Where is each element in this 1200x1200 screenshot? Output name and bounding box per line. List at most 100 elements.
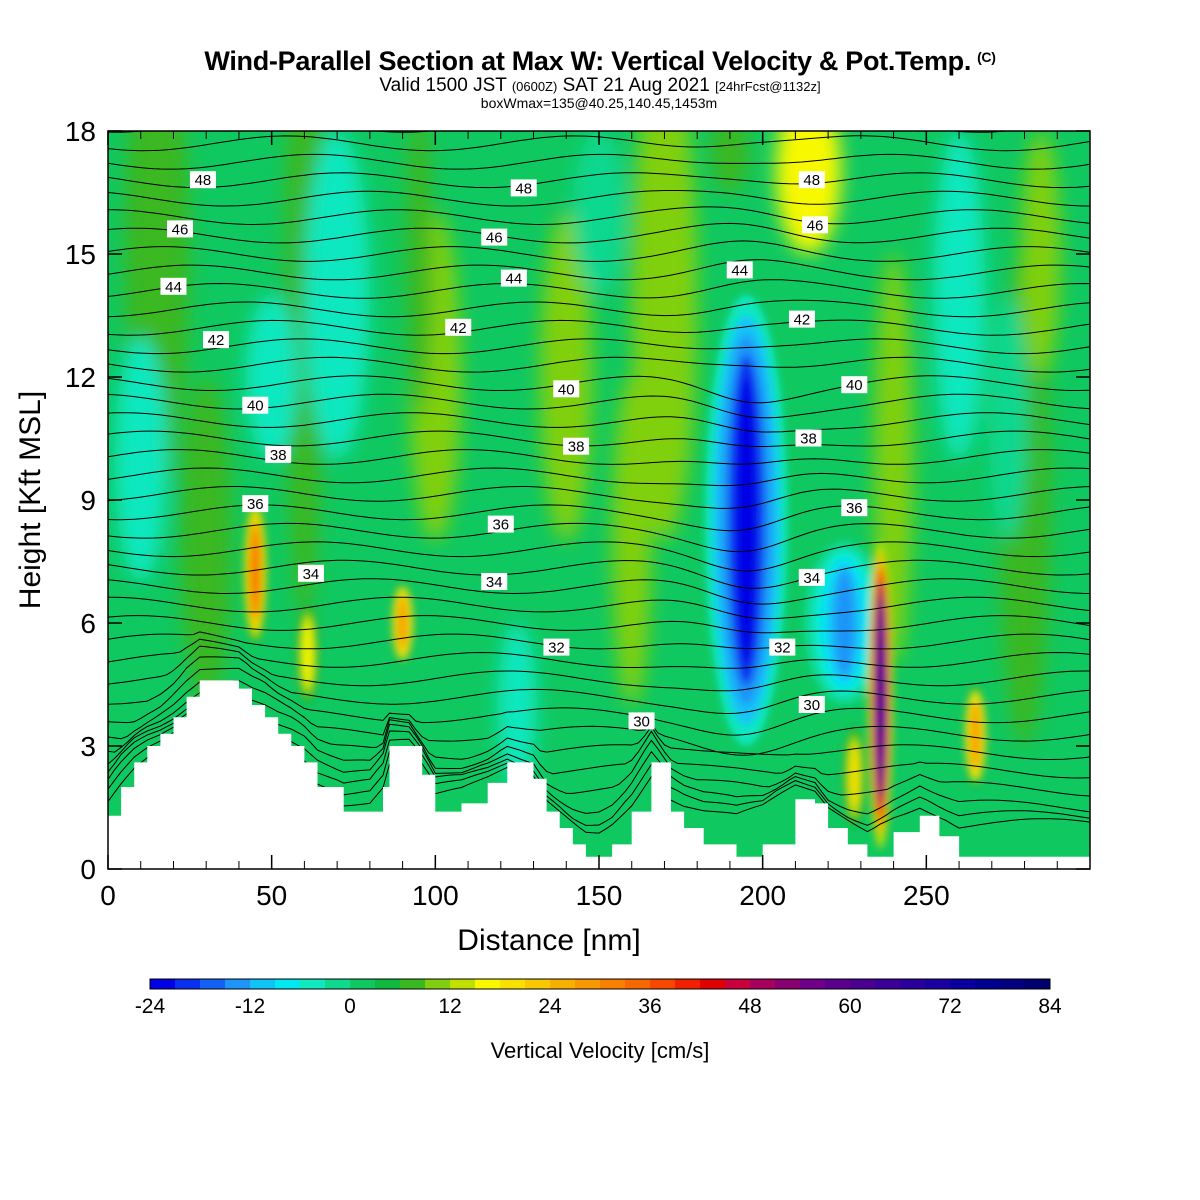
contour-label-text: 34	[803, 570, 820, 587]
y-tick-label: 15	[65, 239, 96, 270]
theta-contour-label: 44	[500, 269, 527, 288]
contour-label-bg	[798, 171, 825, 189]
field-cores	[242, 295, 988, 849]
downdraft-core	[834, 570, 855, 676]
contour-label-text: 44	[165, 279, 182, 296]
subtitle-valid-time: Valid 1500 JST	[379, 75, 507, 96]
x-tick-label: 0	[100, 880, 116, 911]
colorbar-swatch	[575, 979, 601, 989]
contour-label-text: 48	[515, 180, 532, 197]
updraft-core	[398, 596, 407, 650]
theta-contour-line	[108, 153, 1090, 170]
contour-label-bg	[189, 171, 216, 189]
theta-contour-line	[108, 240, 1090, 262]
colorbar-swatch	[250, 979, 276, 989]
colorbar-swatch	[700, 979, 726, 989]
x-tick-label: 50	[256, 880, 287, 911]
field-blob	[405, 131, 433, 418]
contour-label-text: 38	[568, 439, 585, 456]
field-blob	[180, 377, 233, 705]
chart-title-block: Wind-Parallel Section at Max W: Vertical…	[0, 42, 1200, 111]
contour-label-text: 30	[633, 713, 650, 730]
colorbar-tick-label: 12	[438, 995, 461, 1018]
contour-labels: 48 48 48 46 46 46 44 44 44 42 42 42 40 40 40 38 38 38 36 36…	[160, 171, 868, 730]
theta-contour-line	[108, 680, 1090, 756]
contour-label-text: 36	[247, 496, 264, 513]
y-tick-label: 18	[65, 116, 96, 147]
theta-contour-label: 36	[242, 495, 269, 513]
theta-contour-line	[108, 96, 1090, 114]
contour-label-bg	[242, 495, 269, 513]
chart-title: Wind-Parallel Section at Max W: Vertical…	[0, 42, 1200, 76]
downdraft-core	[736, 376, 757, 665]
colorbar-swatch	[825, 979, 851, 989]
colorbar-swatch	[375, 979, 401, 989]
theta-contour-line	[108, 638, 1090, 669]
theta-contour-label: 42	[788, 310, 815, 329]
colorbar-tick-label: 84	[1038, 995, 1062, 1018]
subtitle-date: SAT 21 Aug 2021	[562, 75, 710, 96]
theta-contour-line	[108, 131, 1012, 133]
theta-contour-line	[108, 504, 1090, 532]
colorbar-swatch	[200, 979, 226, 989]
colorbar-swatch	[925, 979, 951, 989]
contour-label-bg	[297, 564, 324, 582]
contour-label-text: 38	[800, 431, 817, 448]
field-blob	[114, 336, 167, 582]
updraft-core	[303, 620, 312, 687]
x-tick-label: 100	[412, 880, 459, 911]
theta-contour-line	[108, 279, 1090, 299]
x-tick-label: 200	[739, 880, 786, 911]
theta-contour-label: 46	[167, 220, 194, 238]
theta-contour-line	[108, 190, 1090, 207]
colorbar-tick-label: 36	[638, 995, 661, 1018]
theta-contour-label: 48	[189, 171, 216, 189]
theta-contour-label: 44	[160, 277, 187, 296]
theta-contour-line	[108, 338, 1090, 355]
theta-contour-label: 38	[265, 445, 292, 464]
theta-contour-line	[108, 172, 1090, 189]
theta-contour-line	[108, 375, 1090, 404]
contour-label-text: 30	[803, 697, 820, 714]
contour-label-bg	[628, 712, 655, 730]
theta-contour-label: 30	[628, 712, 655, 730]
contour-label-text: 40	[846, 377, 863, 394]
colorbar-swatch	[175, 979, 201, 989]
contour-label-text: 44	[506, 271, 523, 288]
contour-label-bg	[802, 216, 829, 234]
contour-label-bg	[798, 696, 825, 713]
colorbar-swatch	[300, 979, 326, 989]
theta-contour-label: 34	[798, 568, 825, 587]
colorbar-swatch	[975, 979, 1001, 989]
subtitle-utc-time: (0600Z)	[511, 79, 558, 94]
theta-contour-line	[108, 222, 1090, 244]
theta-contour-line	[108, 596, 1090, 620]
field-blob	[988, 295, 1028, 541]
contour-label-bg	[160, 277, 187, 295]
colorbar-swatch	[275, 979, 301, 989]
contour-label-text: 42	[450, 320, 467, 337]
contour-label-text: 42	[208, 332, 225, 349]
theta-contour-line	[108, 645, 1090, 692]
contour-label-bg	[445, 318, 472, 336]
contour-label-text: 48	[803, 172, 820, 189]
contour-label-bg	[265, 445, 292, 463]
colorbar-swatch	[225, 979, 251, 989]
colorbar-swatch	[875, 979, 901, 989]
chart-subtitle: Valid 1500 JST (0600Z) SAT 21 Aug 2021 […	[0, 76, 1200, 96]
colorbar-swatch	[550, 979, 576, 989]
colorbar-swatch	[350, 979, 376, 989]
contour-label-text: 42	[794, 312, 811, 329]
field-blob	[304, 131, 370, 459]
contour-label-bg	[203, 331, 230, 349]
contour-label-bg	[487, 515, 514, 533]
field-blob	[932, 131, 986, 459]
contour-label-bg	[242, 396, 269, 414]
theta-contour-line	[108, 692, 1090, 760]
theta-contour-label: 38	[563, 437, 590, 456]
colorbar-frame	[149, 978, 1051, 990]
contour-label-text: 44	[731, 262, 748, 279]
contour-label-text: 34	[303, 566, 320, 583]
contour-label-text: 32	[774, 640, 791, 657]
